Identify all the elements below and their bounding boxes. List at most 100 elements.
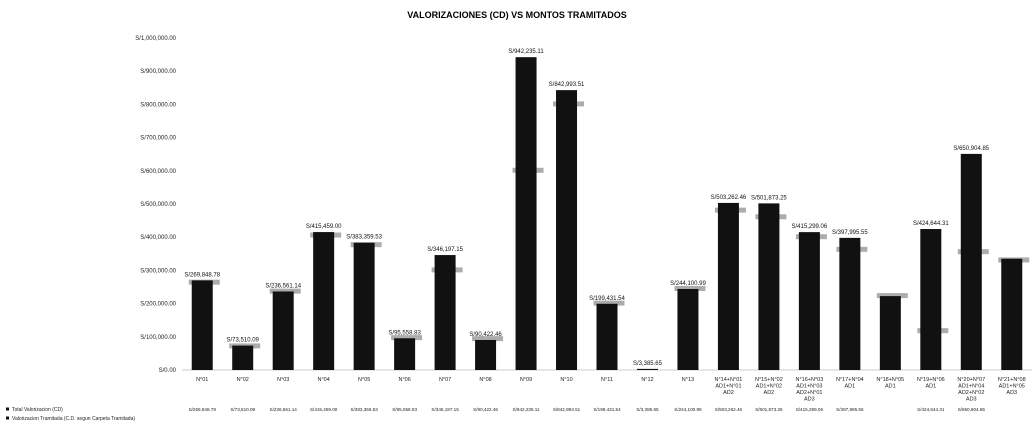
data-label: S/415,459.00 (306, 224, 342, 230)
data-label: S/383,359.53 (346, 235, 382, 241)
x-tick-label: AD2 (723, 390, 734, 396)
x-tick-label: N°14+N°01 (715, 377, 743, 383)
bar (475, 339, 497, 370)
x-tick-label: AD2+N°01 (796, 390, 822, 396)
y-tick-label: S/0.00 (159, 368, 177, 374)
bar (434, 255, 456, 370)
bar (677, 288, 699, 370)
y-tick-label: S/400,000.00 (140, 235, 176, 241)
series2-marker (755, 214, 787, 220)
y-tick-label: S/500,000.00 (140, 202, 176, 208)
series2-marker (795, 234, 827, 240)
x-tick-label: AD1+N°04 (958, 384, 984, 390)
x-tick-label: AD3 (804, 397, 815, 403)
x-tick-label: N°19+N°06 (917, 377, 945, 383)
bar (596, 303, 618, 370)
data-label: S/346,197.15 (427, 247, 463, 253)
x-tick-label: N°04 (318, 377, 330, 383)
bar (272, 291, 294, 370)
x-tick-label: N°03 (277, 377, 289, 383)
data-label: S/503,262.46 (711, 195, 747, 201)
bar (1001, 258, 1023, 370)
data-label: S/842,993.51 (549, 82, 585, 88)
bar (636, 368, 658, 370)
bar (960, 153, 982, 370)
table-cell: S/503,262.46 (715, 407, 743, 412)
y-tick-label: S/700,000.00 (140, 136, 176, 142)
legend-entry: Valorizacion Tramitada (C.D. segun Carpe… (12, 416, 135, 422)
y-tick-label: S/800,000.00 (140, 102, 176, 108)
series2-marker (512, 167, 544, 173)
data-label: S/269,848.78 (184, 272, 220, 278)
x-tick-label: N°12 (641, 377, 653, 383)
y-tick-label: S/600,000.00 (140, 169, 176, 175)
table-cell: S/244,100.99 (674, 407, 702, 412)
y-tick-label: S/100,000.00 (140, 335, 176, 341)
data-labels: S/269,848.78 S/73,510.09 S/236,561.14 S/415… (184, 49, 989, 367)
legend-entry: Total Valorizacion (CD) (12, 407, 63, 413)
chart-title: VALORIZACIONES (CD) VS MONTOS TRAMITADOS (407, 10, 627, 20)
y-tick-label: S/900,000.00 (140, 69, 176, 75)
x-tick-label: N°09 (520, 377, 532, 383)
table-cell: S/3,385.65 (636, 407, 659, 412)
table-cell: S/650,904.85 (958, 407, 986, 412)
x-tick-label: N°01 (196, 377, 208, 383)
series2-marker (917, 328, 949, 334)
table-cell: S/424,644.31 (917, 407, 945, 412)
x-tick-label: N°06 (398, 377, 410, 383)
x-tick-label: N°21+N°08 (998, 377, 1026, 383)
bar (313, 232, 335, 370)
table-cell: S/415,299.06 (796, 407, 824, 412)
x-axis: N°01 N°02 N°03 N°04 N°05 N°06 N°07 N°08 N°09 N°10… (196, 377, 1026, 403)
x-tick-label: N°13 (682, 377, 694, 383)
table-cell: S/415,459.00 (310, 407, 338, 412)
x-tick-label: AD2+N°02 (958, 390, 984, 396)
series2-marker (876, 293, 908, 299)
data-label: S/90,422.46 (469, 332, 502, 338)
series2-marker (674, 285, 706, 291)
data-label: S/199,431.54 (589, 296, 625, 302)
bars (188, 57, 1030, 370)
series2-marker (350, 242, 382, 248)
bar (556, 90, 578, 370)
table-cell: S/942,235.11 (513, 407, 540, 412)
y-tick-label: S/200,000.00 (140, 302, 176, 308)
bar (232, 345, 254, 370)
series2-marker (188, 279, 220, 285)
series2-marker (391, 335, 423, 341)
x-tick-label: AD1+N°05 (999, 384, 1025, 390)
legend-swatch (6, 407, 9, 411)
table-cell: S/73,510.09 (230, 407, 255, 412)
series2-marker (998, 257, 1030, 263)
x-tick-label: AD3 (1006, 390, 1017, 396)
x-tick-label: N°11 (601, 377, 613, 383)
table-cell: S/199,431.54 (593, 407, 621, 412)
table-cell: S/346,197.15 (431, 407, 459, 412)
bar (717, 202, 739, 370)
bar (879, 296, 901, 370)
bar (394, 338, 416, 370)
data-label: S/236,561.14 (265, 283, 301, 289)
bar (515, 57, 537, 370)
x-tick-label: AD3 (966, 397, 977, 403)
data-label: S/244,100.99 (670, 281, 706, 287)
x-tick-label: N°20+N°07 (957, 377, 985, 383)
x-tick-label: AD2 (764, 390, 775, 396)
x-tick-label: N°07 (439, 377, 451, 383)
table-cell: S/236,561.14 (270, 407, 298, 412)
series2-marker (714, 207, 746, 213)
x-tick-label: AD1 (845, 384, 856, 390)
data-label: S/73,510.09 (227, 338, 260, 344)
series2-marker (957, 249, 989, 255)
y-tick-label: S/300,000.00 (140, 268, 176, 274)
series2-marker (269, 288, 301, 294)
x-tick-label: N°02 (237, 377, 249, 383)
x-tick-label: N°08 (479, 377, 491, 383)
x-tick-label: AD1 (885, 384, 896, 390)
bar (839, 237, 861, 370)
x-tick-label: AD1+N°03 (796, 384, 822, 390)
x-tick-label: N°10 (560, 377, 572, 383)
y-tick-label: S/1,000,000.00 (135, 36, 176, 42)
